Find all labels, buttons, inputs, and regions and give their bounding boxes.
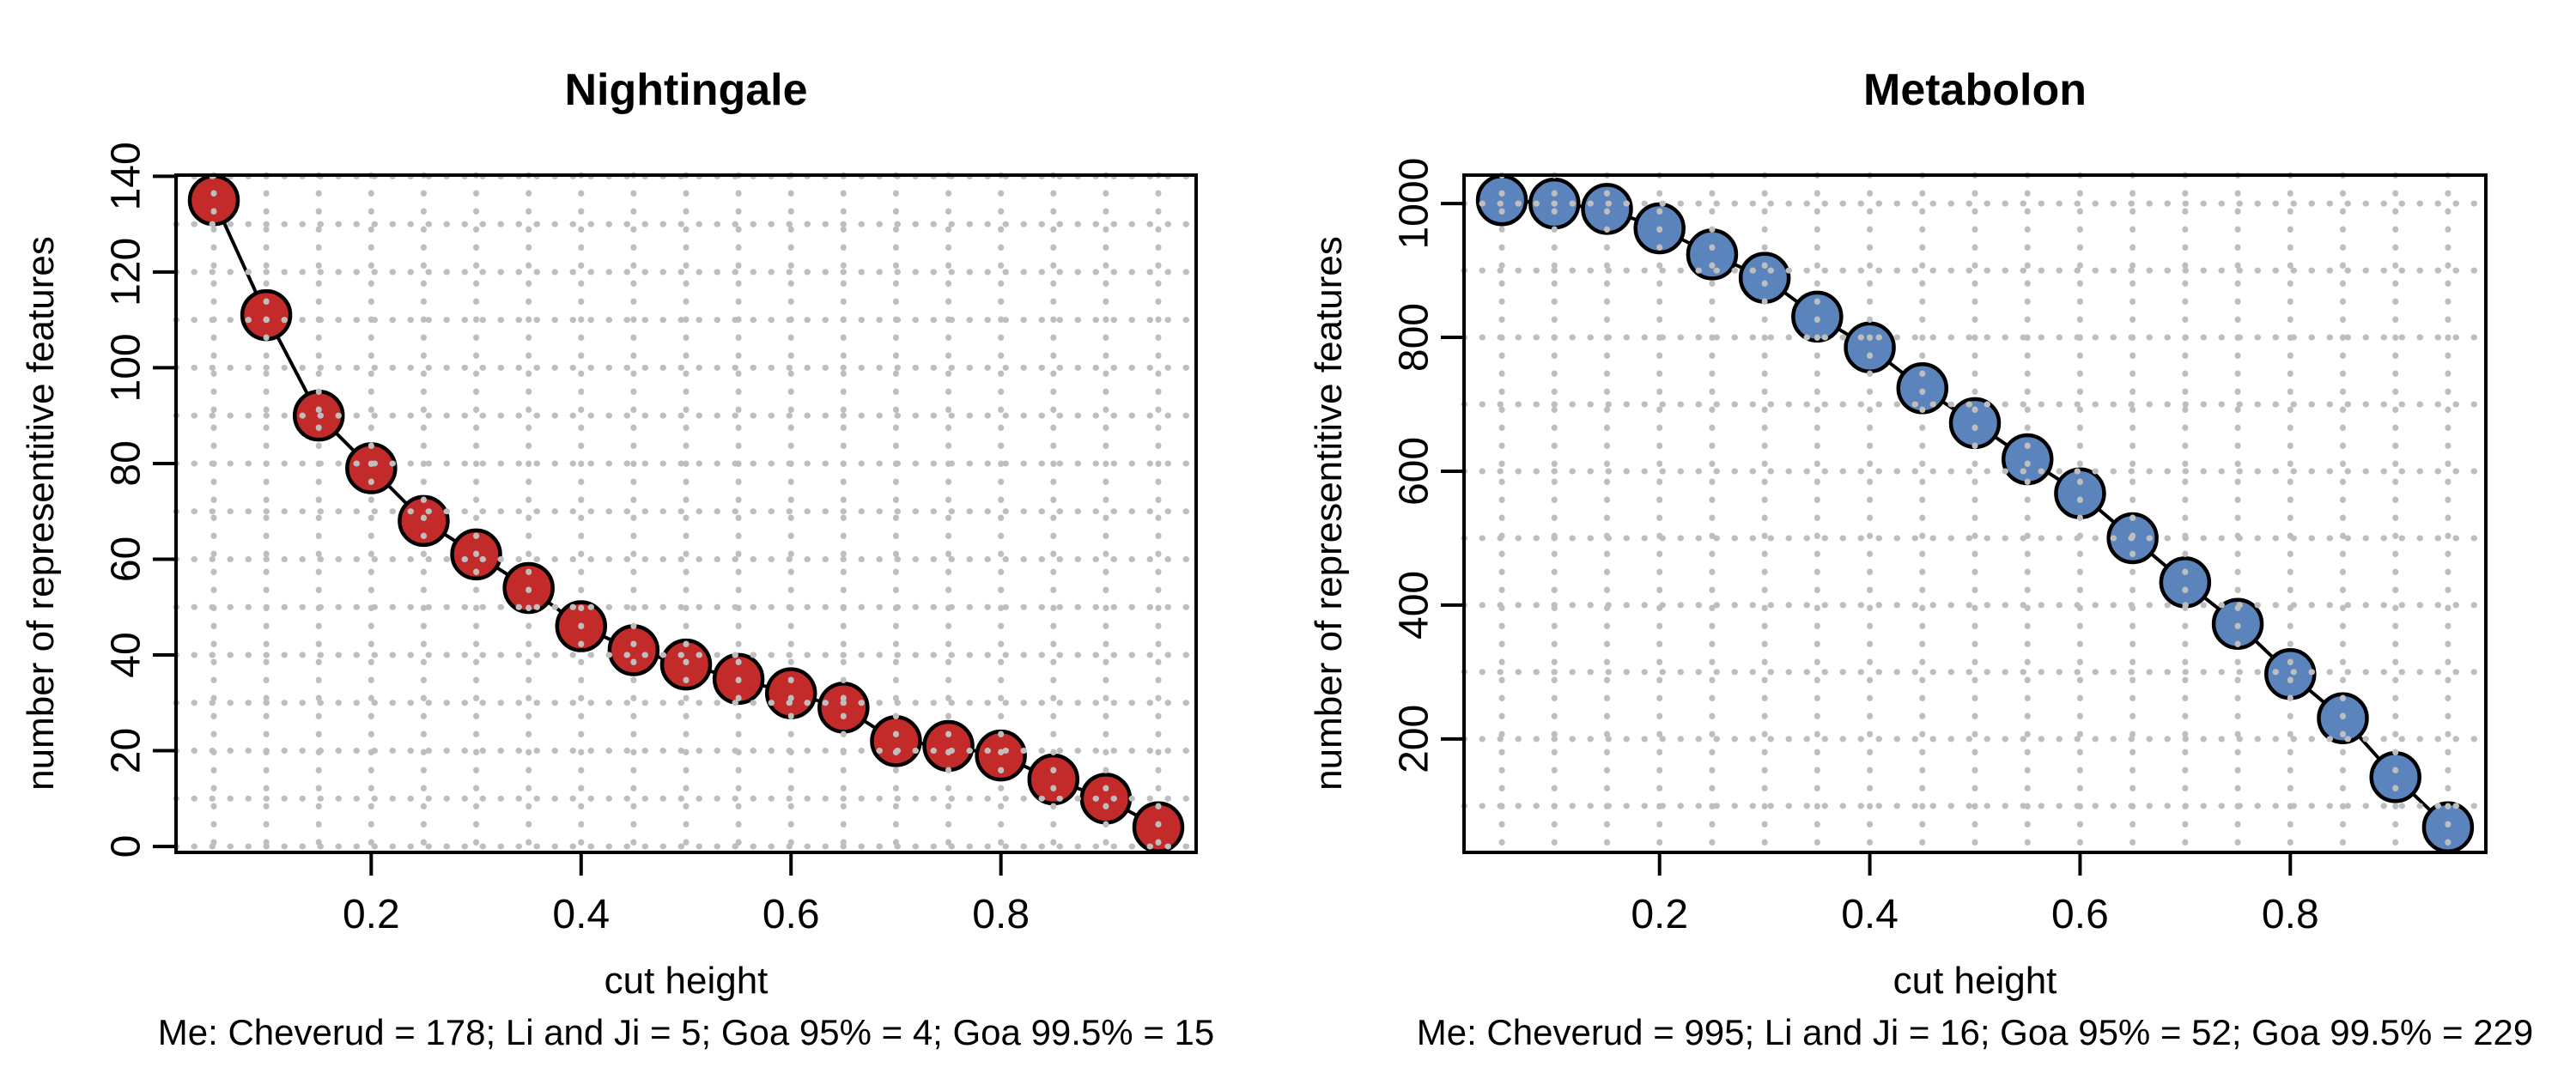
y-axis-label-right: number of representitive features <box>1308 236 1350 791</box>
plot-title-metabolon: Metabolon <box>1863 65 2087 115</box>
plot-box <box>174 173 1198 854</box>
grid-layer <box>1461 172 2489 856</box>
data-point <box>1027 753 1080 806</box>
grid-layer <box>173 172 1200 856</box>
x-tick-label: 0.2 <box>1631 892 1688 937</box>
data-point <box>764 667 817 719</box>
y-tick-label: 200 <box>1392 705 1437 773</box>
y-tick-label: 400 <box>1392 571 1437 640</box>
y-tick-label: 0 <box>104 835 149 858</box>
y-tick-label: 600 <box>1392 437 1437 506</box>
data-point <box>1844 321 1896 374</box>
data-point <box>345 442 398 494</box>
data-point <box>1686 228 1739 281</box>
plot-title-nightingale: Nightingale <box>564 65 808 115</box>
y-tick-label: 1000 <box>1392 158 1437 250</box>
x-tick-label: 0.8 <box>2262 892 2319 937</box>
data-point <box>187 173 240 227</box>
y-tick-label: 20 <box>104 728 149 773</box>
data-point <box>607 624 660 676</box>
x-tick-label: 0.4 <box>552 892 610 937</box>
y-tick-label: 800 <box>1392 303 1437 372</box>
plot-panel-metabolon: 0.2 0.4 0.6 0.8 200 400 600 800 1000 <box>1392 158 2489 937</box>
y-axis-label-left: number of representitive features <box>20 236 62 791</box>
y-tick-label: 60 <box>104 536 149 582</box>
axes: 0.2 0.4 0.6 0.8 0 20 40 60 80 100 120 140 <box>104 142 1030 937</box>
plot-box <box>1462 173 2488 854</box>
x-tick-label: 0.6 <box>762 892 820 937</box>
x-axis-label-left: cut height <box>604 960 769 1002</box>
data-point <box>2001 433 2054 486</box>
caption-left: Me: Cheverud = 178; Li and Ji = 5; Goa 9… <box>157 1012 1215 1052</box>
x-tick-label: 0.8 <box>972 892 1030 937</box>
data-point <box>922 719 975 773</box>
x-tick-label: 0.4 <box>1841 892 1899 937</box>
y-tick-label: 140 <box>104 142 149 210</box>
data-point <box>1475 173 1528 227</box>
data-point <box>817 682 870 734</box>
x-axis-label-right: cut height <box>1893 960 2057 1002</box>
data-point <box>1738 252 1791 304</box>
data-point <box>1948 397 2002 450</box>
data-point <box>1079 773 1133 825</box>
data-point <box>2159 556 2212 609</box>
x-tick-label: 0.2 <box>343 892 400 937</box>
plot-panel-nightingale: 0.2 0.4 0.6 0.8 0 20 40 60 80 100 120 140 <box>104 142 1200 937</box>
caption-right: Me: Cheverud = 995; Li and Ji = 16; Goa … <box>1416 1012 2534 1052</box>
axes: 0.2 0.4 0.6 0.8 200 400 600 800 1000 <box>1392 158 2319 937</box>
data-point <box>2369 751 2421 803</box>
data-point <box>870 715 922 767</box>
y-tick-label: 80 <box>104 440 149 486</box>
x-tick-label: 0.6 <box>2051 892 2109 937</box>
data-point <box>2054 467 2106 519</box>
data-point <box>240 288 293 342</box>
y-tick-label: 120 <box>104 238 149 306</box>
y-tick-label: 40 <box>104 632 149 677</box>
y-tick-label: 100 <box>104 333 149 402</box>
